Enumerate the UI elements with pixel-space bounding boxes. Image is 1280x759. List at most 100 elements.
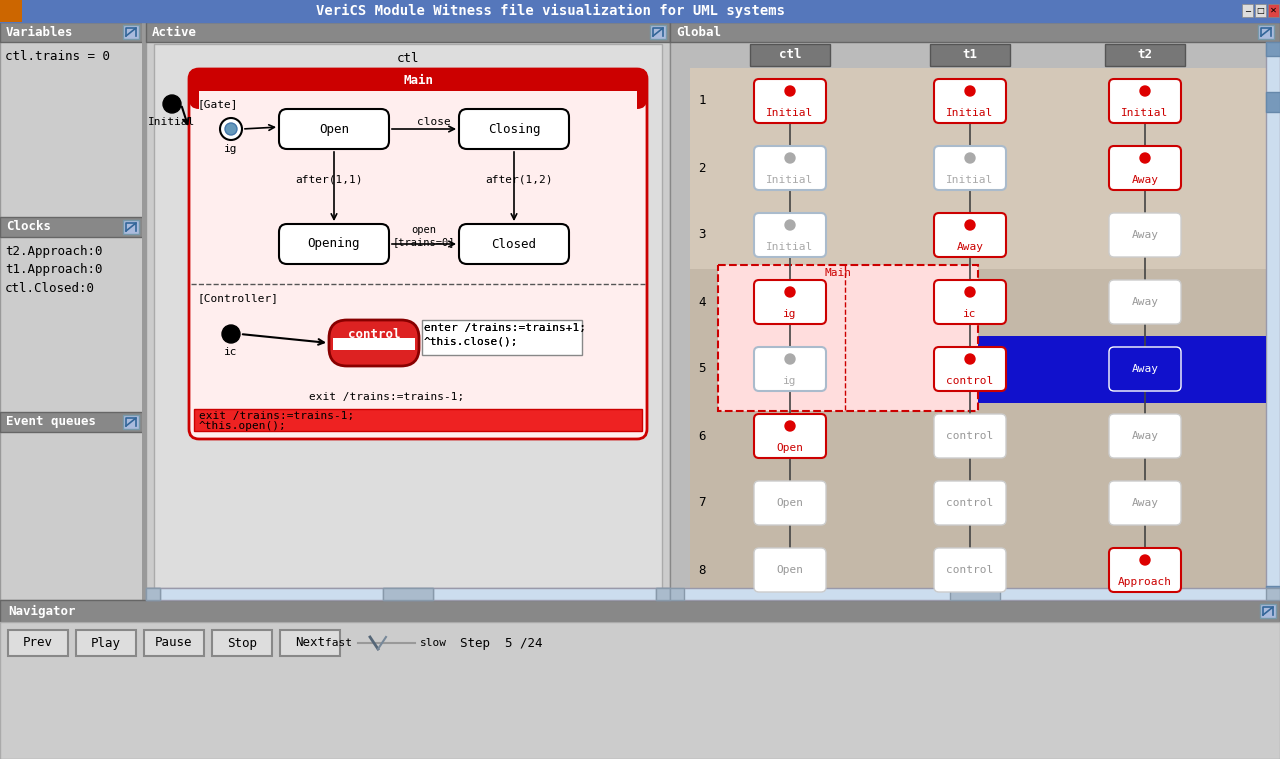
Text: Initial: Initial [767, 175, 814, 185]
Bar [1254, 4, 1266, 17]
Bar [669, 588, 684, 600]
Text: Stop: Stop [227, 637, 257, 650]
Text: ig: ig [783, 376, 796, 386]
Text: Main: Main [824, 268, 851, 278]
Text: Away: Away [1132, 431, 1158, 441]
Text: Initial: Initial [767, 242, 814, 252]
Text: Play: Play [91, 637, 122, 650]
Bar [280, 630, 340, 656]
Bar [1266, 42, 1280, 56]
FancyBboxPatch shape [934, 548, 1006, 592]
FancyBboxPatch shape [934, 481, 1006, 525]
FancyBboxPatch shape [189, 69, 646, 439]
Text: ic: ic [964, 309, 977, 319]
Bar [123, 220, 140, 234]
Circle shape [1140, 86, 1149, 96]
Bar [1266, 588, 1280, 600]
Text: control: control [946, 376, 993, 386]
Circle shape [965, 86, 975, 96]
Text: Initial: Initial [148, 117, 196, 127]
Bar [212, 630, 273, 656]
Bar [422, 320, 582, 355]
Bar [143, 630, 204, 656]
Bar [0, 0, 1280, 22]
FancyBboxPatch shape [279, 224, 389, 264]
Bar [931, 44, 1010, 66]
FancyBboxPatch shape [934, 213, 1006, 257]
Text: 4: 4 [699, 295, 705, 308]
Bar [1266, 586, 1280, 600]
FancyBboxPatch shape [934, 414, 1006, 458]
Bar [1242, 4, 1253, 17]
Text: ctl.trains = 0: ctl.trains = 0 [5, 51, 110, 64]
Text: after(1,2): after(1,2) [485, 174, 553, 184]
Text: Step  5 /24: Step 5 /24 [460, 637, 543, 650]
FancyBboxPatch shape [189, 69, 646, 109]
Text: t1: t1 [963, 49, 978, 61]
Text: 8: 8 [699, 563, 705, 577]
Bar [1105, 44, 1185, 66]
Text: control: control [946, 431, 993, 441]
Bar [146, 588, 160, 600]
FancyBboxPatch shape [754, 347, 826, 391]
Bar [142, 22, 146, 600]
Text: Away: Away [1132, 498, 1158, 508]
Bar [1266, 92, 1280, 112]
FancyBboxPatch shape [460, 109, 570, 149]
Bar [669, 22, 1280, 600]
Text: Initial: Initial [1121, 108, 1169, 118]
Circle shape [163, 95, 180, 113]
Bar [333, 338, 415, 350]
Bar [690, 135, 1266, 202]
Bar [669, 22, 1280, 42]
Bar [76, 630, 136, 656]
Text: Open: Open [777, 565, 804, 575]
FancyBboxPatch shape [279, 109, 389, 149]
Bar [123, 415, 140, 429]
Text: Away: Away [1132, 297, 1158, 307]
Text: ig: ig [783, 309, 796, 319]
FancyBboxPatch shape [329, 320, 419, 366]
Text: Closing: Closing [488, 122, 540, 136]
Bar [750, 44, 829, 66]
Text: control: control [946, 498, 993, 508]
Bar [123, 25, 140, 39]
Circle shape [965, 354, 975, 364]
Circle shape [785, 153, 795, 163]
FancyBboxPatch shape [934, 280, 1006, 324]
Text: Away: Away [1132, 175, 1158, 185]
Bar [690, 202, 1266, 269]
FancyBboxPatch shape [754, 548, 826, 592]
Text: 3: 3 [699, 228, 705, 241]
Bar [195, 409, 643, 431]
Circle shape [965, 153, 975, 163]
Text: enter /trains:=trains+1;: enter /trains:=trains+1; [424, 323, 586, 333]
Text: after(1,1): after(1,1) [296, 174, 362, 184]
Bar [1258, 25, 1274, 39]
Bar [154, 44, 662, 590]
Bar [669, 588, 1280, 600]
Text: 6: 6 [699, 430, 705, 442]
Bar [146, 588, 669, 600]
FancyBboxPatch shape [1108, 146, 1181, 190]
Text: 5: 5 [699, 363, 705, 376]
Bar [690, 537, 1266, 604]
Bar [383, 588, 433, 600]
Bar [146, 588, 160, 600]
Text: Initial: Initial [767, 108, 814, 118]
FancyBboxPatch shape [460, 224, 570, 264]
FancyBboxPatch shape [1108, 347, 1181, 391]
Text: Variables: Variables [6, 26, 73, 39]
Text: Prev: Prev [23, 637, 52, 650]
Circle shape [965, 220, 975, 230]
Circle shape [785, 86, 795, 96]
Text: Main: Main [403, 74, 433, 87]
FancyBboxPatch shape [934, 146, 1006, 190]
Bar [690, 68, 1266, 135]
FancyBboxPatch shape [934, 79, 1006, 123]
FancyBboxPatch shape [754, 414, 826, 458]
FancyBboxPatch shape [754, 280, 826, 324]
FancyBboxPatch shape [754, 79, 826, 123]
FancyBboxPatch shape [1108, 79, 1181, 123]
Text: Initial: Initial [946, 175, 993, 185]
